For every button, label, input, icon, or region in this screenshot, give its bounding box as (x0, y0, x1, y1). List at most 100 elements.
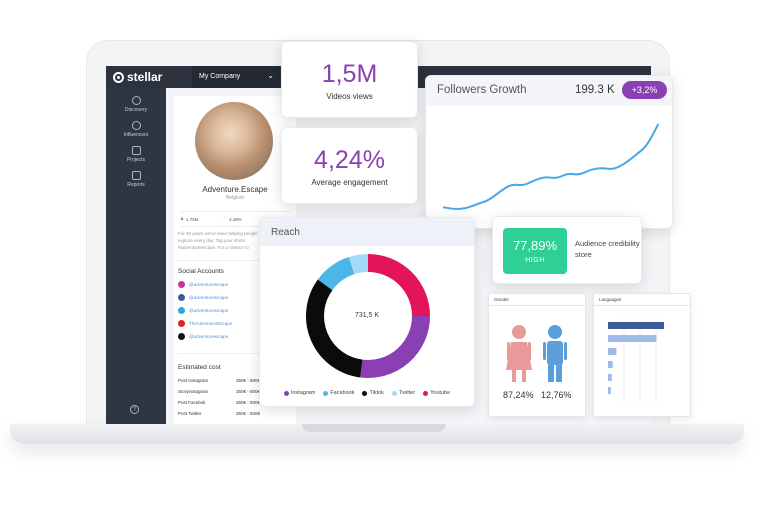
compass-icon (131, 96, 141, 105)
language-bar (608, 387, 611, 394)
cost-value: 350€ - 500€ (235, 411, 260, 416)
sidebar-item-projects[interactable]: Projects (106, 146, 166, 163)
cost-row: Post Instagram 350€ - 500€ (178, 378, 260, 383)
languages-title: Languages (599, 297, 622, 302)
sidebar-item-label: Discovery (125, 107, 147, 113)
instagram-icon (178, 281, 185, 288)
social-link-instagram[interactable]: @adventureescape (178, 281, 228, 288)
cost-value: 350€ - 500€ (235, 389, 260, 394)
youtube-icon (178, 320, 185, 327)
laptop-base (10, 424, 744, 444)
legend-label: Tiktok (369, 390, 384, 396)
social-handle: @adventureescape (189, 334, 229, 339)
reach-title: Reach (271, 227, 300, 238)
female-percent: 87,24% (503, 390, 534, 400)
male-percent: 12,76% (541, 390, 572, 400)
social-accounts-title: Social Accounts (178, 268, 224, 275)
donut-slice-tiktok (306, 279, 363, 378)
cost-row: Post Facebok 350€ - 500€ (178, 400, 260, 405)
female-icon (506, 325, 532, 382)
credibility-label: Audience credibility store (575, 239, 640, 259)
language-bar (608, 361, 613, 368)
social-link-twitter[interactable]: @adventureescape (178, 307, 228, 314)
gender-card: Gender 87,24% 12,76% (488, 293, 586, 417)
engagement-card: 4,24% Average engagement (281, 127, 418, 204)
videos-views-value: 1,5M (321, 60, 378, 88)
profile-name: Adventure.Escape (202, 185, 268, 194)
cost-value: 350€ - 500€ (235, 400, 260, 405)
videos-views-label: Videos views (326, 92, 373, 101)
legend-swatch (391, 390, 397, 396)
legend-swatch (323, 390, 329, 396)
followers-growth-card: Followers Growth 199.3 K +3,2% (425, 75, 673, 229)
twitter-icon (178, 307, 185, 314)
donut-slice-instagram (360, 315, 430, 378)
gender-figures (506, 325, 567, 382)
cost-row: Post Twitter 350€ - 500€ (178, 411, 260, 416)
languages-bar-chart (608, 318, 664, 404)
followers-growth-chart (443, 123, 659, 210)
cost-value: 350€ - 500€ (235, 378, 260, 383)
logo-icon (113, 71, 124, 83)
cost-label: Post Facebok (178, 400, 206, 405)
divider (594, 305, 690, 306)
donut-slice-youtube (367, 254, 430, 317)
card-header (260, 218, 474, 246)
legend-item-instagram: Instagram (283, 390, 316, 396)
divider (489, 305, 585, 306)
estimated-cost-title: Estimated cost (178, 364, 221, 371)
social-link-youtube[interactable]: TheAdventureEscape (178, 320, 232, 327)
legend-item-tiktok: Tiktok (362, 390, 384, 396)
sidebar-item-influencers[interactable]: Influencers (106, 121, 166, 138)
reach-total: 731,5 K (354, 312, 380, 319)
followers-stat: ♟ 1.75M (180, 216, 199, 222)
profile-bio: For 45 years we've been helping people e… (178, 231, 258, 250)
legend-item-twitter: Twitter (391, 390, 416, 396)
sidebar-item-label: Projects (126, 157, 146, 163)
legend-label: Youtube (430, 390, 451, 396)
folder-icon (131, 146, 141, 155)
legend-swatch (362, 390, 368, 396)
social-link-tiktok[interactable]: @adventureescape (178, 333, 228, 340)
legend-label: Instagram (290, 390, 316, 396)
male-icon (543, 325, 567, 382)
reach-donut-chart (306, 254, 430, 378)
credibility-card: 77,89% HIGH Audience credibility store (492, 216, 642, 284)
reach-legend: Instagram Facebook Tiktok Twitter Youtub… (260, 390, 474, 396)
social-handle: TheAdventureEscape (189, 321, 233, 326)
followers-value: 1.75M (186, 216, 199, 222)
gender-title: Gender (494, 297, 510, 302)
brand-name: stellar (127, 70, 163, 84)
sidebar-item-label: Influencers (123, 132, 149, 138)
legend-label: Twitter (398, 390, 416, 396)
credibility-percent: 77,89% (512, 238, 558, 253)
language-bar (608, 335, 657, 342)
cost-label: Post Twitter (178, 411, 202, 416)
followers-growth-value: 199.3 K (575, 84, 615, 96)
language-bar (608, 374, 612, 381)
social-link-facebook[interactable]: @adventureescape (178, 294, 228, 301)
divider (178, 353, 292, 354)
followers-growth-title: Followers Growth (437, 84, 527, 96)
tiktok-icon (178, 333, 185, 340)
cost-row: Storyinstagram 350€ - 500€ (178, 389, 260, 394)
sidebar-item-reports[interactable]: Reports (106, 171, 166, 188)
user-icon (131, 121, 141, 130)
legend-item-youtube: Youtube (423, 390, 450, 396)
chevron-down-icon: ⌄ (267, 71, 274, 80)
languages-card: Languages (593, 293, 691, 417)
language-bar (608, 322, 664, 329)
growth-change-badge: +3,2% (622, 81, 667, 99)
help-icon[interactable]: ? (130, 405, 139, 414)
brand-logo[interactable]: stellar (113, 70, 162, 84)
engagement-label: Average engagement (311, 178, 388, 187)
company-name: My Company (199, 73, 241, 80)
profile-location: Belgium (225, 195, 245, 201)
laptop-notch (302, 424, 446, 432)
company-selector[interactable]: My Company ⌄ (192, 66, 280, 88)
donut-slice-facebook (317, 257, 355, 291)
sidebar-item-label: Reports (127, 182, 145, 188)
sidebar-item-discovery[interactable]: Discovery (106, 96, 166, 113)
likes-stat: ♡ 3.49% (223, 216, 242, 222)
cost-label: Storyinstagram (178, 389, 209, 394)
